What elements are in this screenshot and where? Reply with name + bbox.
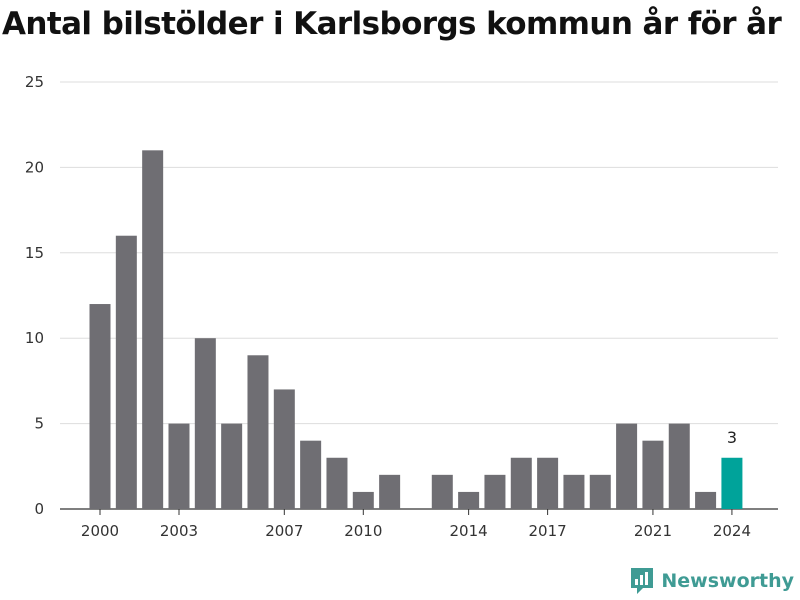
data-label-2024: 3 (727, 428, 737, 447)
x-tick-label: 2017 (529, 522, 567, 540)
bar-2011 (379, 474, 401, 509)
chart-title: Antal bilstölder i Karlsborgs kommun år … (2, 6, 782, 42)
y-tick-label: 0 (34, 500, 44, 518)
bar-2015 (484, 474, 506, 509)
x-tick-label: 2000 (81, 522, 119, 540)
brand-name: Newsworthy (661, 570, 794, 592)
y-tick-label: 15 (25, 244, 44, 262)
bar-2004 (194, 338, 216, 509)
y-tick-label: 10 (25, 329, 44, 347)
bar-2003 (168, 423, 190, 509)
x-tick-label: 2003 (160, 522, 198, 540)
bar-2013 (431, 474, 453, 509)
x-tick-label: 2014 (450, 522, 488, 540)
bar-2002 (142, 150, 164, 509)
newsworthy-logo-icon (631, 568, 654, 594)
x-tick-label: 2007 (265, 522, 303, 540)
bar-2007 (273, 389, 295, 509)
y-axis-ticks: 0 5 10 15 20 25 (25, 73, 44, 518)
bar-2010 (352, 491, 374, 509)
data-labels: 3 (727, 428, 737, 447)
x-tick-label: 2021 (634, 522, 672, 540)
bar-2006 (247, 355, 269, 509)
bar-2019 (589, 474, 611, 509)
bar-2009 (326, 457, 348, 509)
bar-2005 (221, 423, 243, 509)
x-tick-label: 2024 (713, 522, 751, 540)
y-tick-label: 20 (25, 158, 44, 176)
y-tick-label: 5 (34, 415, 44, 433)
bar-2018 (563, 474, 585, 509)
bar-2016 (510, 457, 532, 509)
bar-2001 (115, 235, 137, 509)
bars (89, 150, 743, 509)
bar-2023 (695, 491, 717, 509)
bar-2014 (458, 491, 480, 509)
x-axis-ticks: 2000 2003 2007 2010 2014 2017 2021 2024 (81, 509, 751, 540)
x-tick-label: 2010 (344, 522, 382, 540)
bar-2008 (300, 440, 322, 509)
bar-2000 (89, 304, 111, 509)
bar-2024 (721, 457, 743, 509)
bar-2022 (668, 423, 690, 509)
bar-2017 (537, 457, 559, 509)
bar-2020 (616, 423, 638, 509)
y-tick-label: 25 (25, 73, 44, 91)
brand: Newsworthy (629, 566, 794, 596)
bar-2021 (642, 440, 664, 509)
